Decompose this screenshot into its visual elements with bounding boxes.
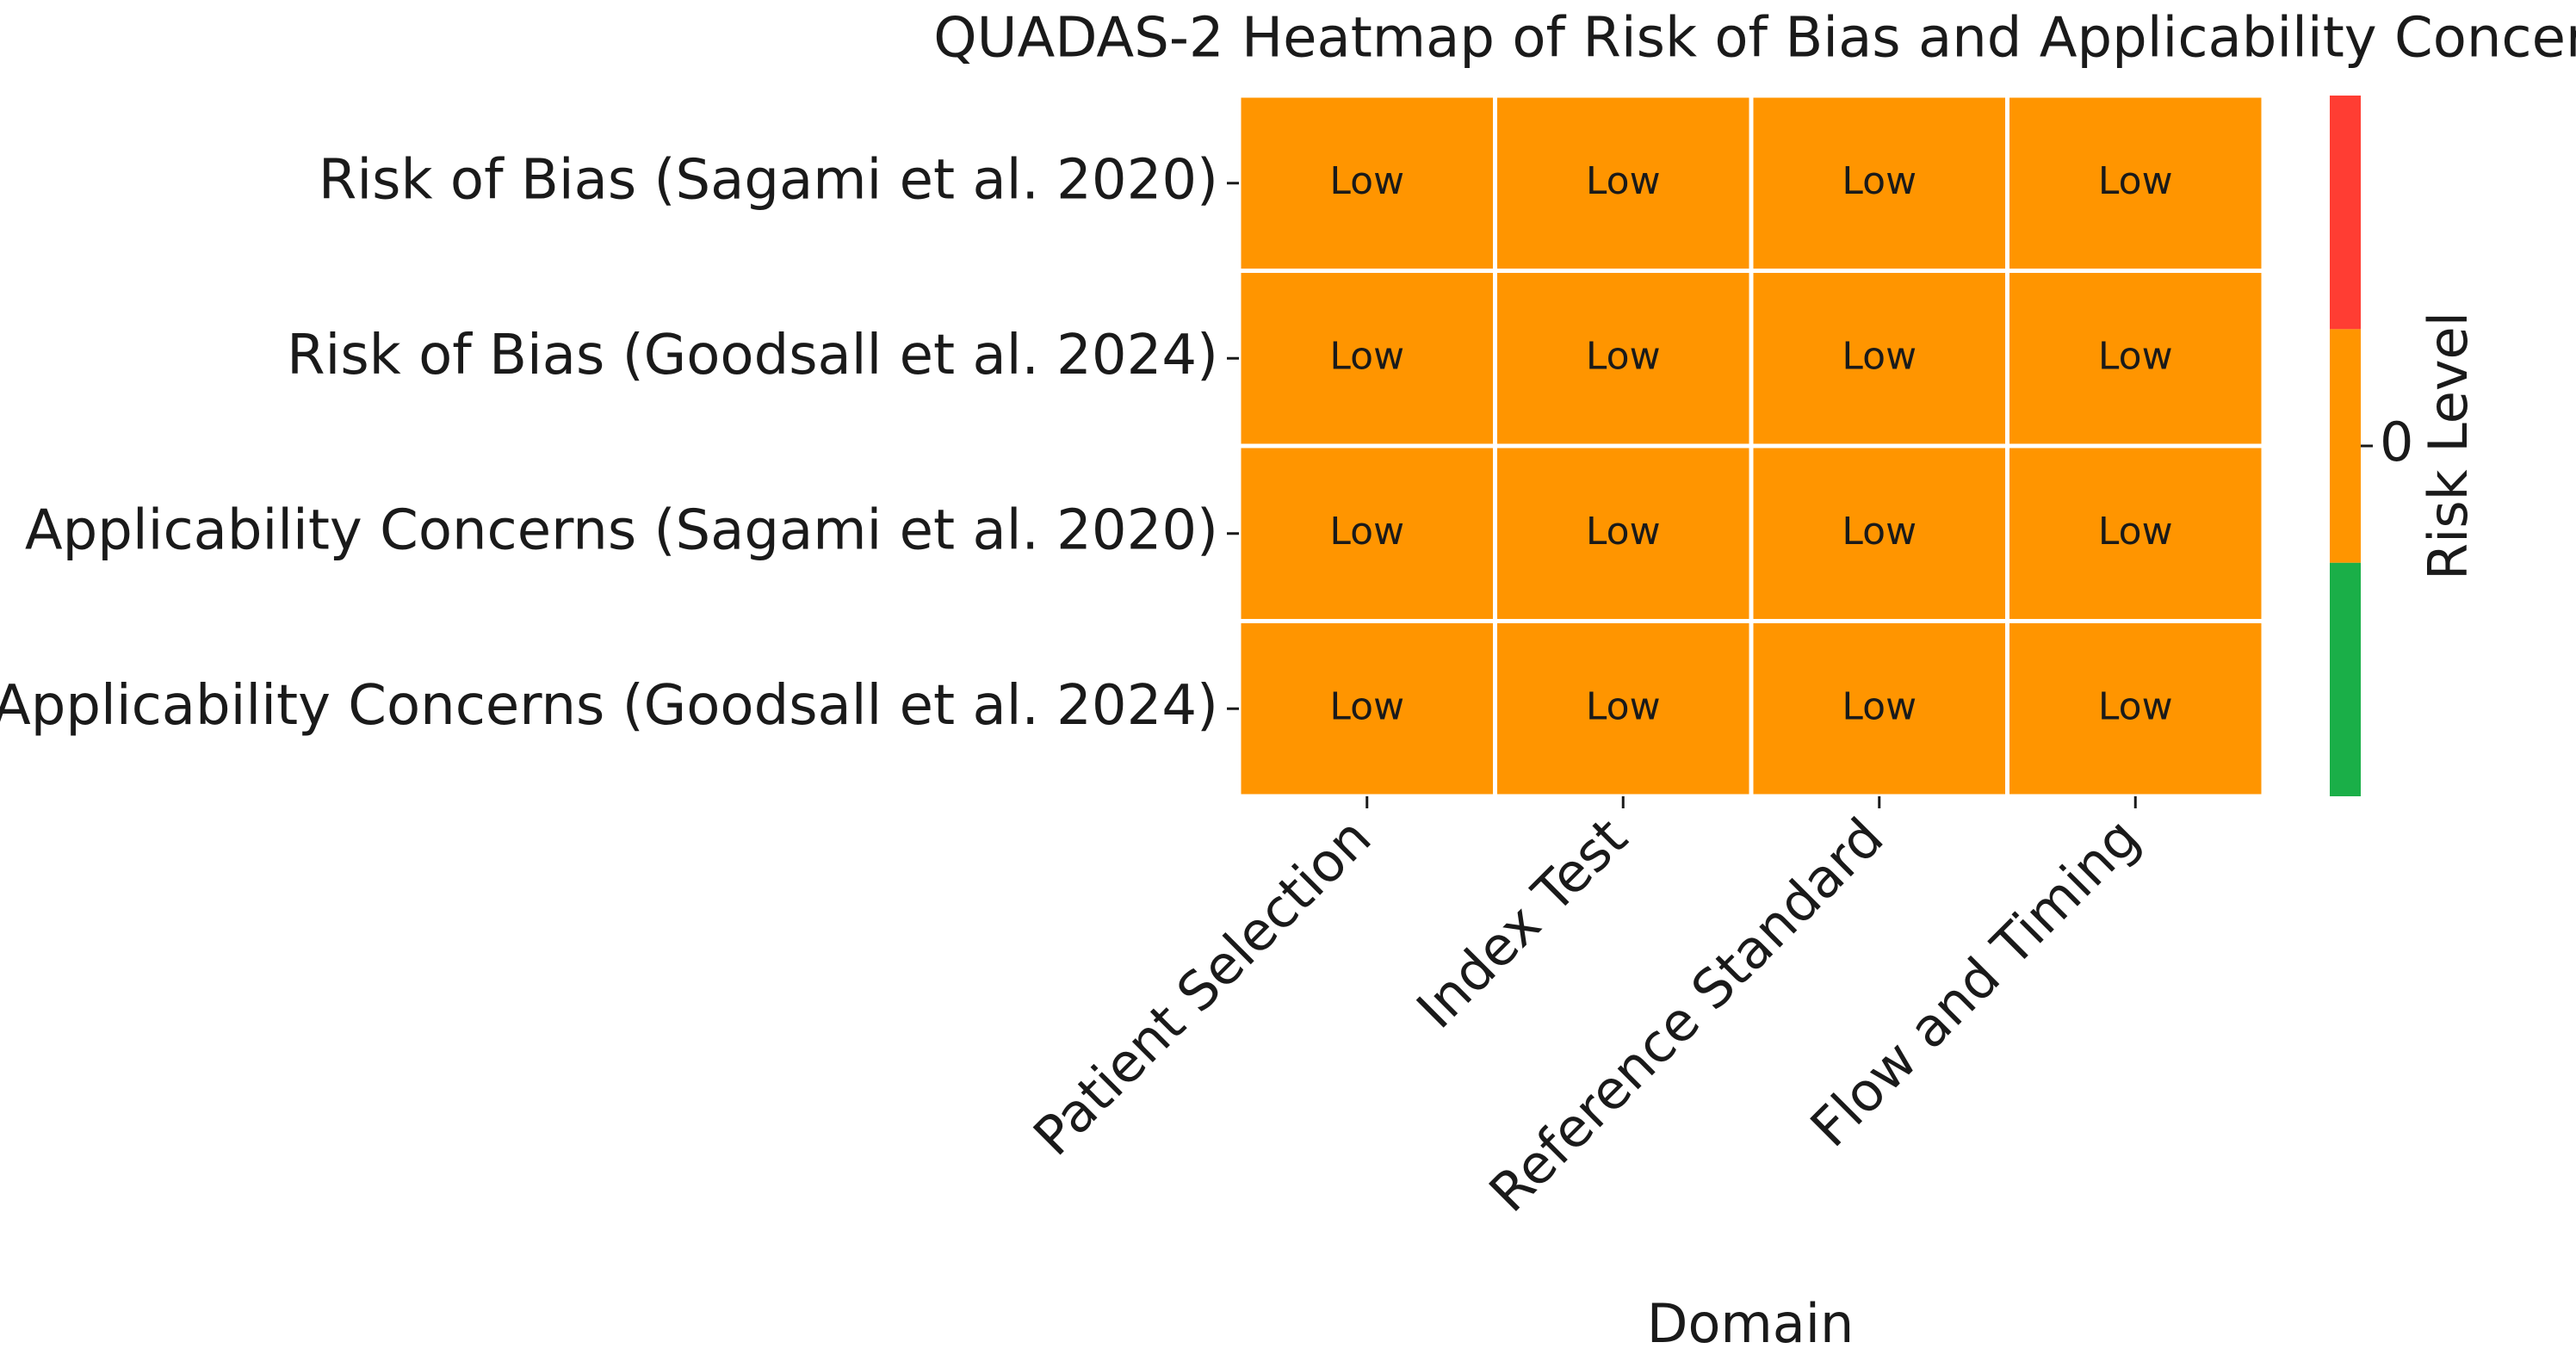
x-tick-label: Patient Selection: [1021, 806, 1383, 1167]
cell-label: Low: [1842, 684, 1917, 728]
cell-label: Low: [2098, 159, 2173, 203]
cell-label: Low: [1329, 684, 1404, 728]
heatmap-cell: [2005, 443, 2266, 623]
colorbar-segment: [2330, 562, 2361, 796]
colorbar-tick-label: 0: [2380, 411, 2413, 473]
heatmap-cell: [2005, 619, 2266, 799]
y-tick-label: Risk of Bias (Goodsall et al. 2024): [287, 324, 1218, 387]
heatmap-cell: [1493, 619, 1754, 799]
y-tick-label: Applicability Concerns (Sagami et al. 20…: [25, 498, 1218, 562]
cell-label: Low: [1842, 334, 1917, 378]
cell-label: Low: [1586, 159, 1661, 203]
heatmap-cell: [2005, 93, 2266, 273]
cell-label: Low: [1329, 510, 1404, 554]
x-tick-label: Index Test: [1404, 806, 1639, 1041]
cell-label: Low: [2098, 684, 2173, 728]
colorbar-segment: [2330, 96, 2361, 330]
cell-label: Low: [1329, 334, 1404, 378]
heatmap-cell: [1236, 93, 1497, 273]
y-tick-label: Applicability Concerns (Goodsall et al. …: [0, 674, 1218, 738]
cell-label: Low: [1842, 159, 1917, 203]
x-axis-label: Domain: [1647, 1292, 1855, 1355]
y-tick-label: Risk of Bias (Sagami et al. 2020): [319, 148, 1218, 212]
cell-label: Low: [1586, 510, 1661, 554]
cell-label: Low: [1586, 334, 1661, 378]
cell-label: Low: [1329, 159, 1404, 203]
colorbar-segment: [2330, 329, 2361, 563]
heatmap-cell: [1749, 93, 2009, 273]
heatmap-cell: [1493, 269, 1754, 449]
cell-label: Low: [1586, 684, 1661, 728]
cell-label: Low: [1842, 510, 1917, 554]
colorbar-label: Risk Level: [2417, 312, 2480, 580]
heatmap-cell: [1493, 93, 1754, 273]
cell-label: Low: [2098, 510, 2173, 554]
heatmap-cell: [2005, 269, 2266, 449]
heatmap-cell: [1493, 443, 1754, 623]
chart-title: QUADAS-2 Heatmap of Risk of Bias and App…: [933, 7, 2576, 71]
cell-label: Low: [2098, 334, 2173, 378]
